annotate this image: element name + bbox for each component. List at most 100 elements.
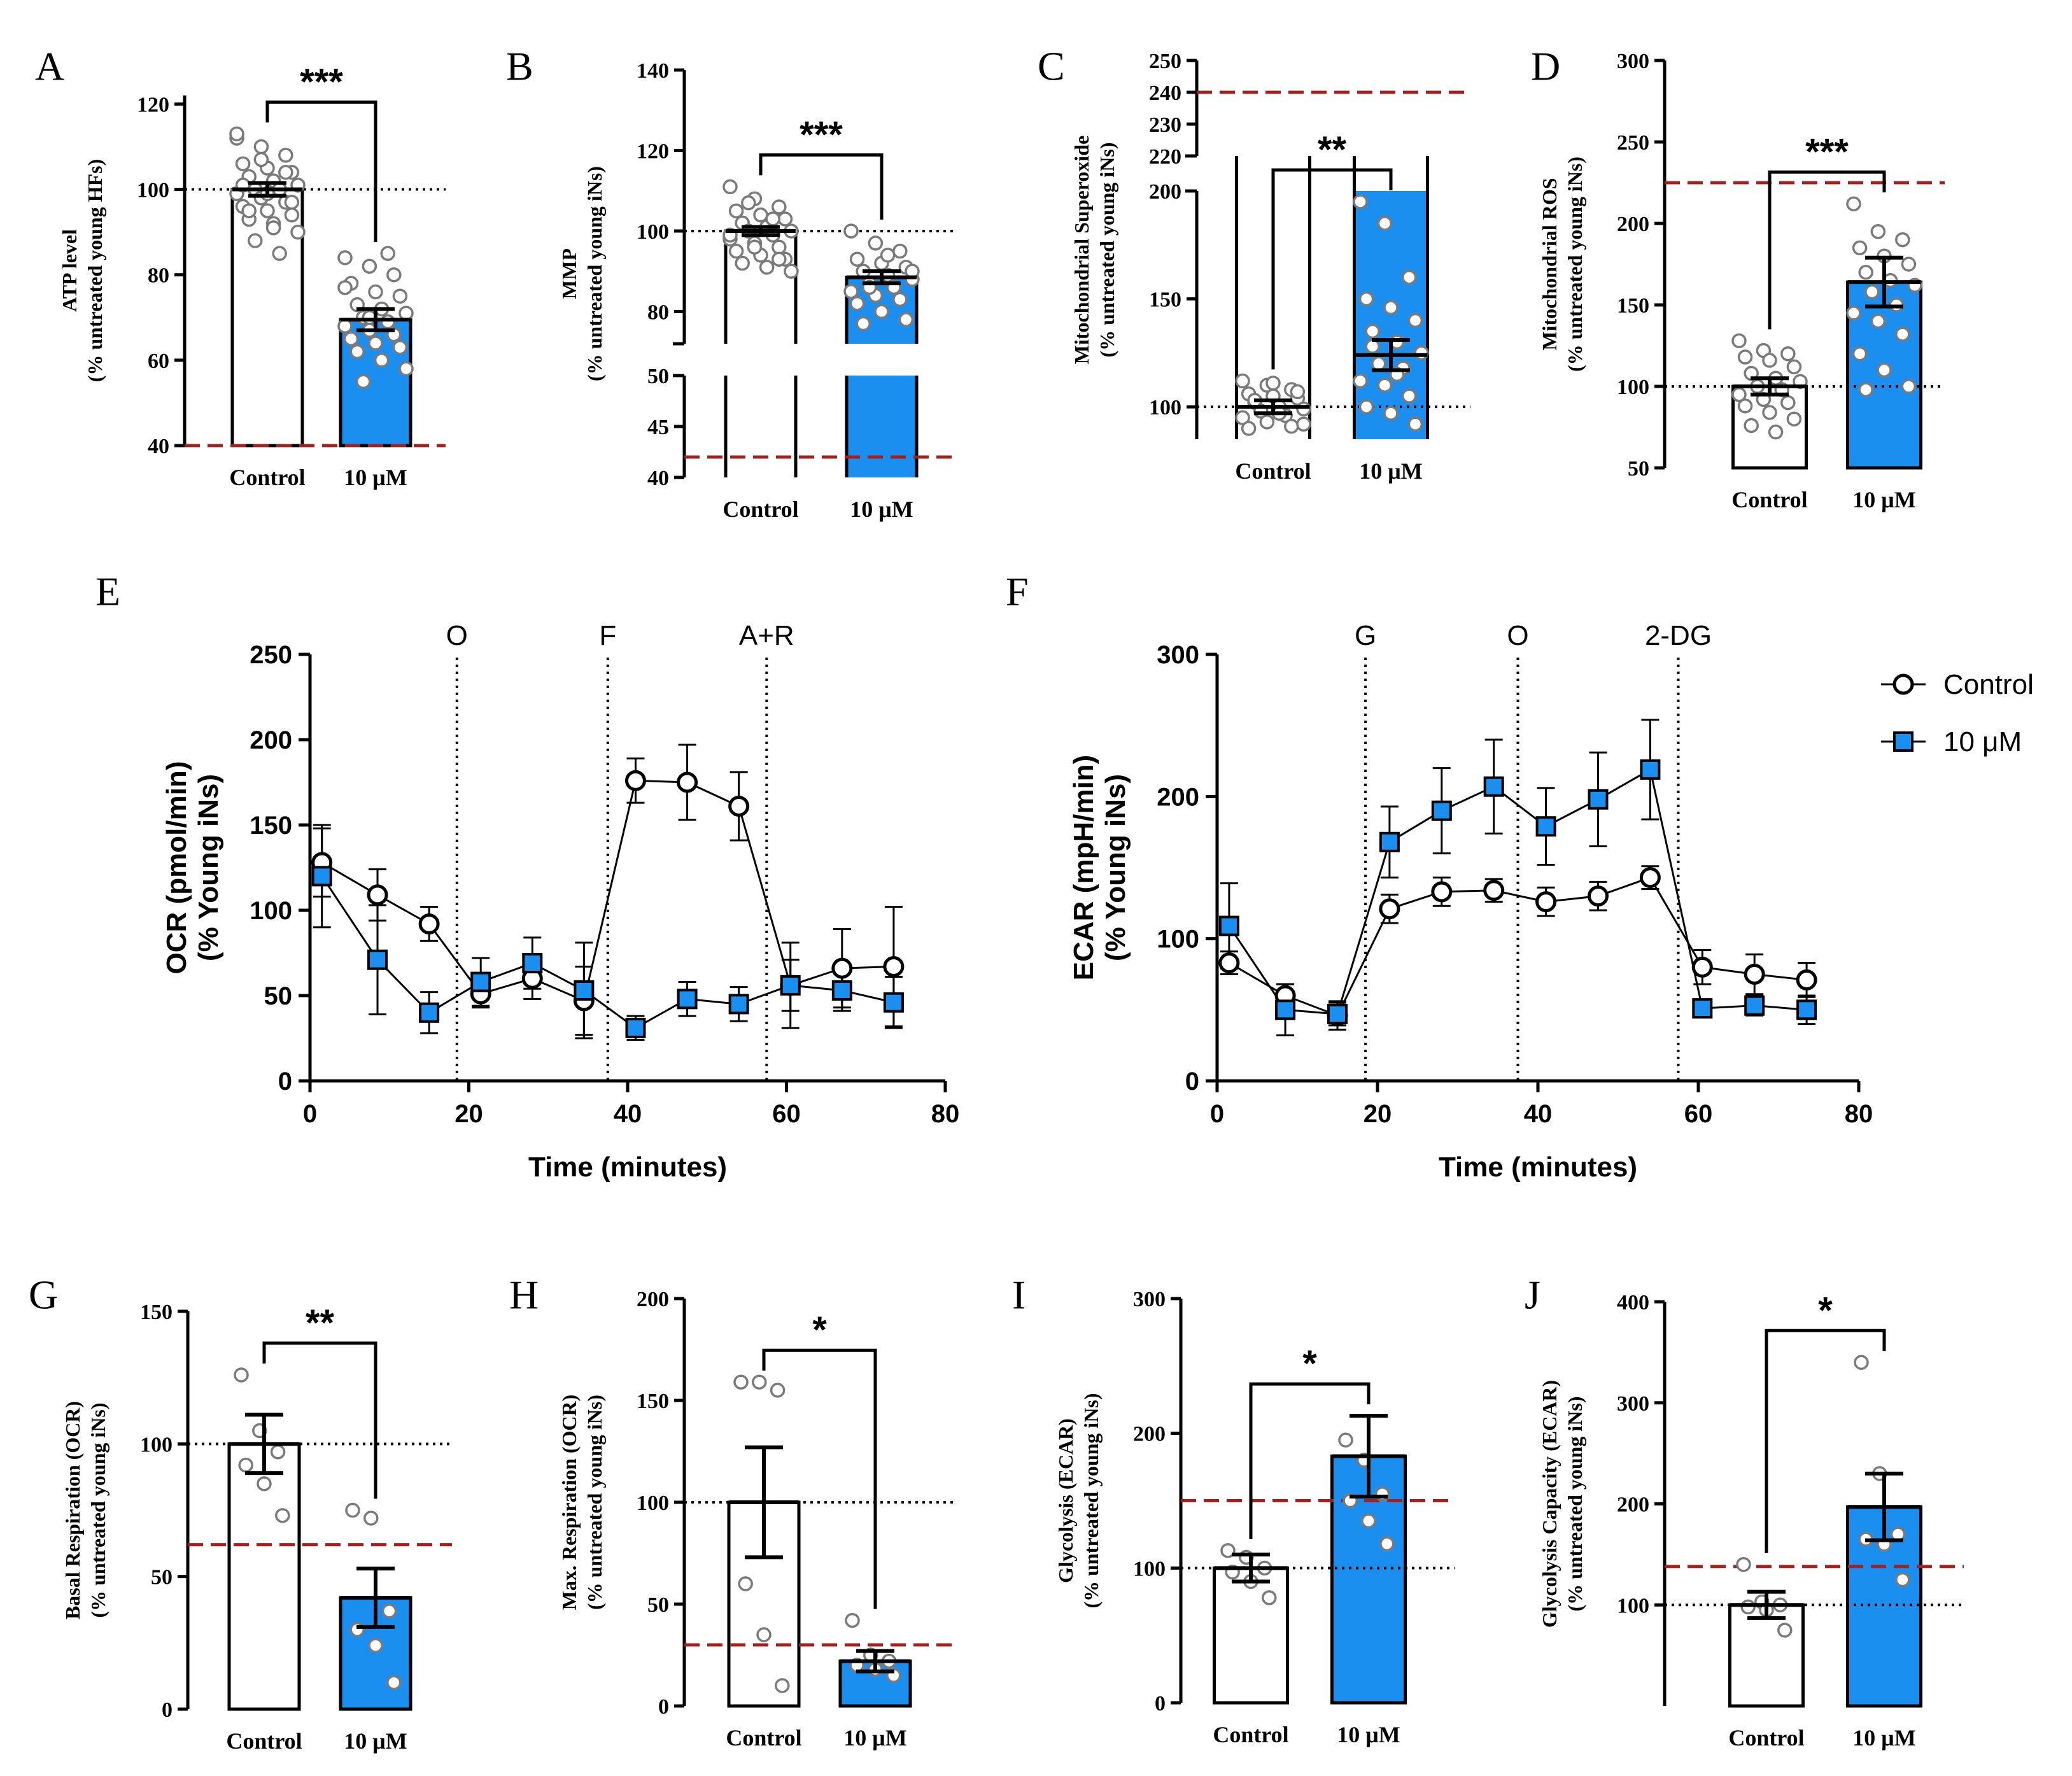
y-axis-label-e: (% Young iNs) bbox=[193, 774, 224, 961]
y-axis-label-a: (% untreated young HFs) bbox=[83, 159, 106, 383]
panel-letter-e: E bbox=[95, 569, 120, 614]
data-point-c bbox=[1377, 216, 1393, 231]
data-point-d bbox=[1901, 257, 1917, 272]
x-category-label-d: Control bbox=[1731, 487, 1807, 512]
data-point-c bbox=[1377, 377, 1393, 393]
data-point-a bbox=[386, 267, 402, 283]
x-tick-label-f: 60 bbox=[1684, 1100, 1713, 1128]
y-tick-label-a: 120 bbox=[137, 93, 169, 116]
data-point-j bbox=[1895, 1572, 1910, 1588]
significance-label-c: ** bbox=[1318, 129, 1347, 171]
y-axis-label-c: Mitochondrial Superoxide bbox=[1070, 136, 1093, 364]
data-point-b bbox=[898, 312, 914, 327]
data-point-a bbox=[241, 203, 257, 218]
y-axis-label-d: (% untreated young iNs) bbox=[1563, 157, 1586, 372]
x-category-label-j: Control bbox=[1728, 1725, 1804, 1751]
x-category-label-d: 10 μM bbox=[1852, 487, 1915, 512]
y-axis-label-j: Glycolysis Capacity (ECAR) bbox=[1538, 1380, 1561, 1628]
data-point-i bbox=[1361, 1513, 1376, 1528]
data-point-j bbox=[1854, 1355, 1869, 1370]
panel-letter-g: G bbox=[29, 1272, 58, 1318]
y-tick-label-c: 250 bbox=[1149, 50, 1181, 73]
y-axis-label-f: (% Young iNs) bbox=[1100, 774, 1131, 961]
significance-bracket-d bbox=[1768, 170, 1886, 330]
bar-j-control bbox=[1728, 1603, 1805, 1708]
data-point-a bbox=[278, 164, 293, 180]
data-point-f-treated bbox=[1483, 776, 1504, 797]
injection-label-f: G bbox=[1355, 620, 1376, 651]
data-point-a bbox=[235, 156, 251, 172]
y-axis-label-g: Basal Respiration (OCR) bbox=[61, 1401, 84, 1619]
data-point-g bbox=[234, 1367, 249, 1383]
data-point-d bbox=[1846, 306, 1861, 321]
data-point-b bbox=[892, 243, 908, 259]
data-point-b bbox=[747, 239, 763, 255]
data-point-f-control bbox=[1535, 891, 1557, 913]
data-point-e-treated bbox=[677, 989, 698, 1010]
y-axis-label-a: ATP level bbox=[58, 229, 81, 312]
data-point-c bbox=[1402, 269, 1417, 285]
x-tick-label-e: 40 bbox=[614, 1100, 642, 1128]
y-tick-label-i: 0 bbox=[1155, 1692, 1166, 1716]
data-point-d bbox=[1737, 349, 1753, 365]
y-tick-label-h: 0 bbox=[658, 1695, 669, 1719]
data-point-c bbox=[1353, 373, 1368, 389]
injection-label-e: A+R bbox=[739, 620, 794, 651]
data-point-f-treated bbox=[1431, 800, 1452, 821]
y-tick-label-d: 50 bbox=[1628, 457, 1649, 481]
y-tick-label-d: 250 bbox=[1617, 131, 1649, 155]
y-tick-label-g: 50 bbox=[151, 1566, 173, 1589]
data-point-f-control bbox=[1431, 881, 1453, 903]
data-point-g bbox=[257, 1476, 272, 1491]
data-point-f-treated bbox=[1379, 831, 1400, 852]
data-point-f-treated bbox=[1640, 759, 1661, 780]
y-tick-label-g: 100 bbox=[140, 1433, 173, 1456]
data-point-g bbox=[381, 1603, 397, 1619]
data-point-b bbox=[772, 239, 787, 255]
y-tick-label-g: 150 bbox=[140, 1300, 173, 1324]
y-tick-label-b: 50 bbox=[647, 365, 669, 388]
data-point-b bbox=[728, 203, 744, 219]
data-point-e-control bbox=[883, 955, 905, 977]
data-point-h bbox=[756, 1627, 772, 1642]
bar-b-treated-lower bbox=[847, 376, 917, 477]
y-tick-label-h: 200 bbox=[637, 1288, 669, 1311]
panel-letter-h: H bbox=[509, 1272, 539, 1318]
data-point-c bbox=[1365, 323, 1380, 339]
data-point-d bbox=[1786, 359, 1802, 375]
y-tick-label-c: 230 bbox=[1149, 113, 1181, 137]
y-tick-label-e: 200 bbox=[250, 726, 292, 754]
data-point-a bbox=[272, 246, 287, 261]
panel-letter-j: J bbox=[1525, 1272, 1540, 1318]
data-point-c bbox=[1296, 416, 1311, 432]
y-tick-label-g: 0 bbox=[162, 1698, 173, 1722]
data-point-g bbox=[275, 1508, 290, 1523]
y-tick-label-h: 100 bbox=[637, 1491, 669, 1515]
data-point-c bbox=[1365, 339, 1380, 354]
significance-label-g: ** bbox=[306, 1302, 335, 1344]
data-point-f-treated bbox=[1218, 915, 1239, 936]
data-point-i bbox=[1379, 1536, 1395, 1551]
data-point-a bbox=[229, 126, 244, 142]
data-point-f-treated bbox=[1796, 999, 1817, 1020]
data-point-a bbox=[253, 139, 269, 155]
data-point-e-treated bbox=[574, 980, 595, 1001]
data-point-d bbox=[1852, 346, 1868, 362]
data-point-c bbox=[1290, 384, 1306, 400]
data-point-e-treated bbox=[419, 1002, 440, 1023]
data-point-c bbox=[1407, 416, 1423, 432]
legend-marker-treated bbox=[1893, 731, 1913, 752]
legend-label-control: Control bbox=[1943, 669, 2034, 700]
significance-bracket-i bbox=[1249, 1382, 1371, 1539]
data-point-b bbox=[741, 195, 756, 211]
panel-letter-b: B bbox=[506, 44, 533, 89]
data-point-c bbox=[1383, 300, 1399, 315]
data-point-h bbox=[770, 1383, 786, 1398]
data-point-b bbox=[874, 304, 889, 320]
data-point-c bbox=[1358, 399, 1374, 414]
x-axis-label-e: Time (minutes) bbox=[528, 1152, 727, 1183]
data-point-a bbox=[248, 233, 263, 248]
y-tick-label-i: 100 bbox=[1133, 1557, 1166, 1581]
x-category-label-h: 10 μM bbox=[843, 1725, 906, 1751]
data-point-a bbox=[278, 148, 293, 163]
